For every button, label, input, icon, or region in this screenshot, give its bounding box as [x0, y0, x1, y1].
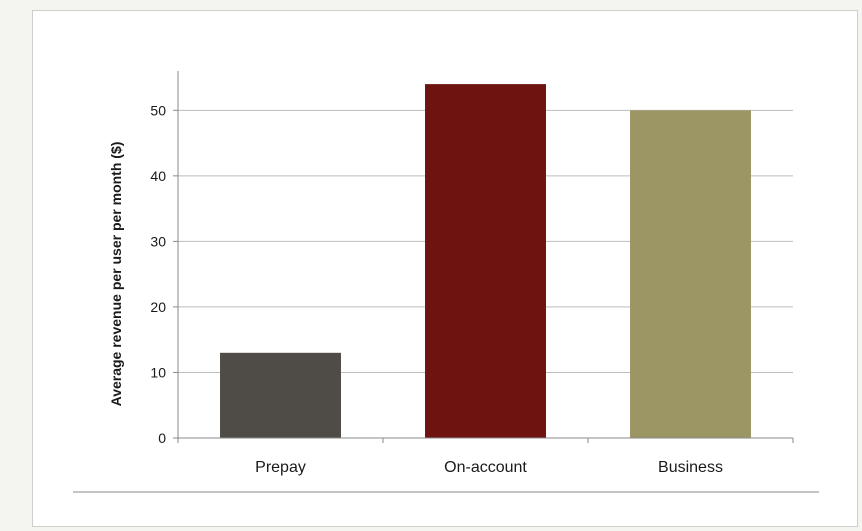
x-tick-label: Prepay	[255, 459, 306, 476]
chart-frame: 0 10 20 30 40 50 Prepay On-account Business Ave…	[32, 10, 858, 527]
bar-on-account	[425, 84, 546, 438]
y-axis-title: Average revenue per user per month ($)	[108, 142, 124, 407]
x-tick-labels: Prepay On-account Business	[255, 459, 723, 476]
y-tick-labels: 0 10 20 30 40 50	[150, 102, 166, 446]
y-tick-label: 50	[150, 102, 166, 118]
y-tick-label: 20	[150, 299, 166, 315]
bars	[220, 84, 751, 439]
bar-business	[630, 110, 751, 439]
bar-chart: 0 10 20 30 40 50 Prepay On-account Business Ave…	[73, 71, 819, 493]
x-tick-label: On-account	[444, 459, 527, 476]
y-tick-label: 40	[150, 168, 166, 184]
axes	[177, 71, 794, 443]
bar-prepay	[220, 352, 341, 438]
y-tick-label: 0	[158, 430, 166, 446]
y-tick-label: 30	[150, 233, 166, 249]
x-tick-label: Business	[658, 459, 723, 476]
y-tick-label: 10	[150, 364, 166, 380]
